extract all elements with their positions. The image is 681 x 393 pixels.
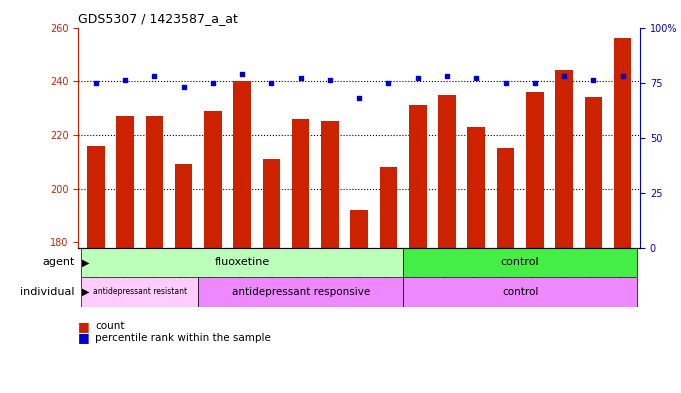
- Bar: [403, 277, 637, 307]
- Text: ▶: ▶: [82, 257, 89, 267]
- Point: [471, 75, 481, 81]
- Text: individual: individual: [20, 287, 75, 297]
- Bar: [403, 248, 637, 277]
- Bar: [204, 111, 222, 248]
- Point: [296, 75, 306, 81]
- Point: [412, 75, 423, 81]
- Point: [617, 73, 628, 79]
- Text: percentile rank within the sample: percentile rank within the sample: [95, 333, 271, 343]
- Bar: [87, 145, 105, 248]
- Text: antidepressant resistant: antidepressant resistant: [93, 287, 187, 296]
- Bar: [175, 164, 193, 248]
- Bar: [234, 81, 251, 248]
- Bar: [146, 116, 163, 248]
- Text: ▶: ▶: [82, 287, 89, 297]
- Bar: [116, 116, 134, 248]
- Text: fluoxetine: fluoxetine: [215, 257, 270, 267]
- Text: GDS5307 / 1423587_a_at: GDS5307 / 1423587_a_at: [78, 12, 238, 25]
- Point: [149, 73, 160, 79]
- Text: ■: ■: [78, 331, 90, 345]
- Bar: [496, 148, 514, 248]
- Bar: [321, 121, 338, 248]
- Point: [237, 71, 248, 77]
- Point: [325, 77, 336, 83]
- Bar: [351, 210, 368, 248]
- Point: [208, 79, 219, 86]
- Bar: [81, 248, 403, 277]
- Bar: [380, 167, 397, 248]
- Bar: [584, 97, 602, 248]
- Text: control: control: [502, 287, 539, 297]
- Bar: [439, 95, 456, 248]
- Text: antidepressant responsive: antidepressant responsive: [232, 287, 370, 297]
- Point: [354, 95, 365, 101]
- Point: [588, 77, 599, 83]
- Bar: [526, 92, 543, 248]
- Point: [441, 73, 452, 79]
- Point: [500, 79, 511, 86]
- Point: [266, 79, 277, 86]
- Bar: [292, 119, 309, 248]
- Bar: [614, 38, 631, 248]
- Point: [91, 79, 101, 86]
- Text: count: count: [95, 321, 125, 331]
- Bar: [555, 70, 573, 248]
- Point: [178, 84, 189, 90]
- Text: control: control: [501, 257, 539, 267]
- Point: [529, 79, 540, 86]
- Bar: [467, 127, 485, 248]
- Bar: [409, 105, 426, 248]
- Bar: [81, 277, 198, 307]
- Point: [120, 77, 131, 83]
- Bar: [263, 159, 280, 248]
- Text: agent: agent: [42, 257, 75, 267]
- Point: [558, 73, 569, 79]
- Text: ■: ■: [78, 320, 90, 333]
- Bar: [198, 277, 403, 307]
- Point: [383, 79, 394, 86]
